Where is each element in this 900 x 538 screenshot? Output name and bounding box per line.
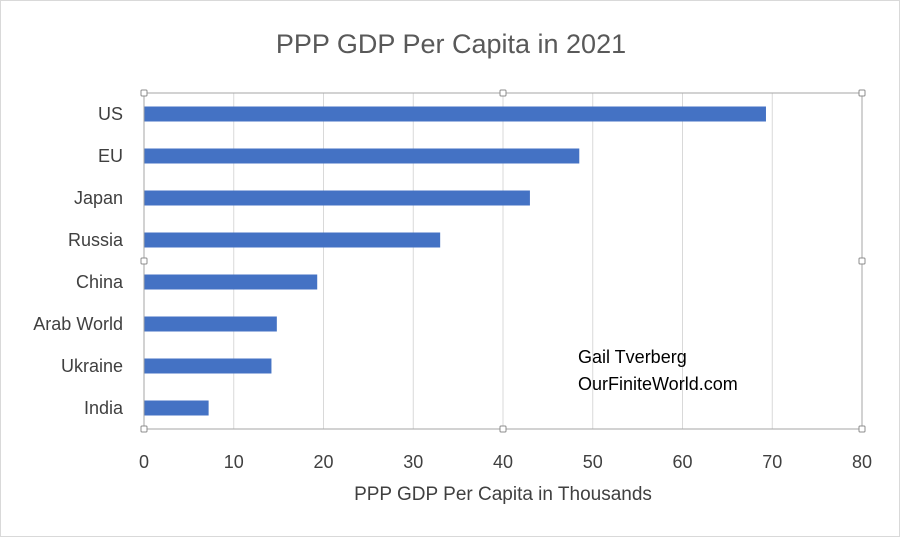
- bar-arab-world[interactable]: [144, 316, 277, 332]
- x-axis-label: PPP GDP Per Capita in Thousands: [354, 484, 652, 505]
- category-label: China: [76, 272, 124, 292]
- bar-russia[interactable]: [144, 232, 441, 248]
- bar-eu[interactable]: [144, 148, 580, 164]
- category-label: India: [84, 398, 124, 418]
- resize-handle[interactable]: [858, 425, 866, 433]
- x-tick-label: 10: [224, 452, 244, 472]
- bar-us[interactable]: [144, 106, 766, 122]
- selection-handles[interactable]: [140, 89, 866, 433]
- category-label: EU: [98, 146, 123, 166]
- x-tick-label: 50: [583, 452, 603, 472]
- resize-handle[interactable]: [140, 257, 148, 265]
- category-label: Russia: [68, 230, 124, 250]
- x-tick-label: 40: [493, 452, 513, 472]
- resize-handle[interactable]: [140, 89, 148, 97]
- category-label: Arab World: [33, 314, 123, 334]
- bar-india[interactable]: [144, 400, 209, 416]
- resize-handle[interactable]: [858, 257, 866, 265]
- bar-japan[interactable]: [144, 190, 530, 206]
- bar-china[interactable]: [144, 274, 318, 290]
- category-label: Ukraine: [61, 356, 123, 376]
- x-tick-label: 0: [139, 452, 149, 472]
- bars: [144, 106, 766, 416]
- category-label: US: [98, 104, 123, 124]
- x-tick-label: 70: [762, 452, 782, 472]
- website-annotation: OurFiniteWorld.com: [578, 374, 738, 394]
- x-tick-label: 20: [313, 452, 333, 472]
- x-tick-labels: 0 10 20 30 40 50 60 70 80: [139, 452, 872, 472]
- chart-title: PPP GDP Per Capita in 2021: [276, 29, 626, 59]
- x-tick-label: 30: [403, 452, 423, 472]
- x-tick-label: 60: [672, 452, 692, 472]
- resize-handle[interactable]: [499, 89, 507, 97]
- resize-handle[interactable]: [858, 89, 866, 97]
- resize-handle[interactable]: [140, 425, 148, 433]
- resize-handle[interactable]: [499, 425, 507, 433]
- category-label: Japan: [74, 188, 123, 208]
- x-tick-label: 80: [852, 452, 872, 472]
- bar-ukraine[interactable]: [144, 358, 272, 374]
- author-annotation: Gail Tverberg: [578, 347, 687, 367]
- category-labels: US EU Japan Russia China Arab World Ukraine Ind…: [33, 104, 124, 418]
